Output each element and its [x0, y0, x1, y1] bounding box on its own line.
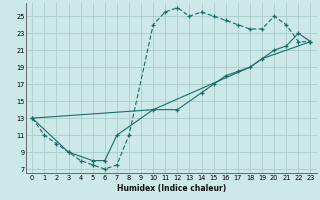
X-axis label: Humidex (Indice chaleur): Humidex (Indice chaleur): [117, 184, 226, 193]
